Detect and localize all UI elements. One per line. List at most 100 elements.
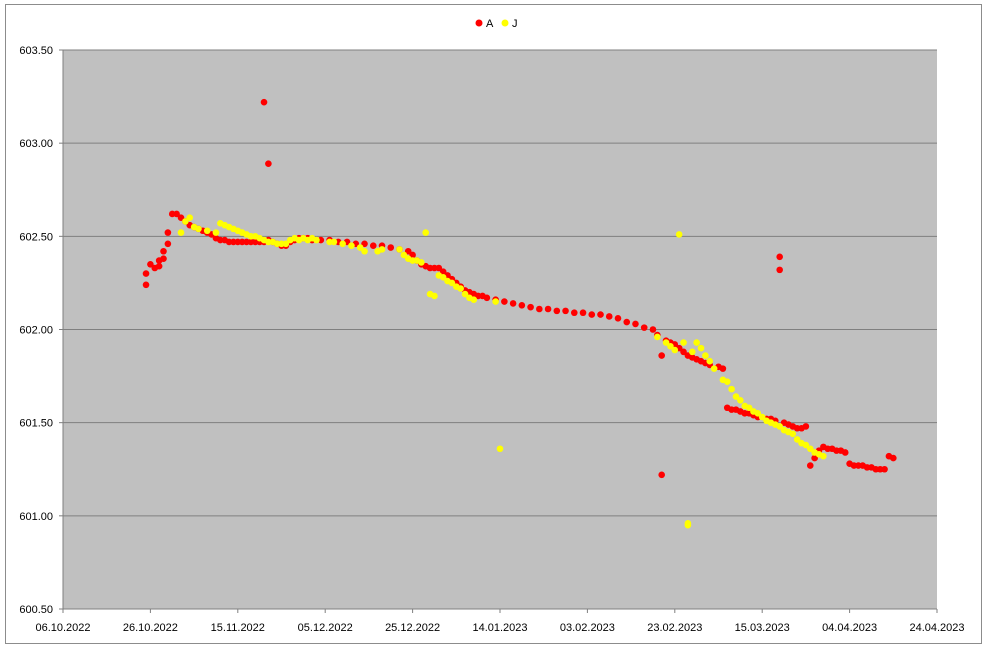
data-point xyxy=(409,251,416,259)
series-J xyxy=(177,214,827,529)
data-point xyxy=(457,285,464,292)
y-tick-label: 601.00 xyxy=(19,511,53,523)
data-point xyxy=(693,339,700,346)
data-point xyxy=(164,229,172,236)
y-tick-label: 603.50 xyxy=(19,45,53,57)
data-point xyxy=(697,344,705,352)
data-point xyxy=(378,246,386,253)
data-point xyxy=(544,305,552,313)
x-tick-label: 25.12.2022 xyxy=(385,622,440,634)
data-point xyxy=(496,445,504,453)
data-point xyxy=(649,326,657,333)
data-point xyxy=(806,445,814,453)
data-point xyxy=(841,449,849,456)
data-point xyxy=(806,462,814,469)
data-point xyxy=(509,300,517,307)
data-point xyxy=(640,324,648,331)
data-point xyxy=(890,454,897,462)
data-point xyxy=(400,251,408,259)
data-point xyxy=(527,303,534,311)
data-point xyxy=(667,342,674,350)
data-point xyxy=(518,301,526,309)
x-tick-labels: 06.10.2022 26.10.2022 15.11.2022 05.12.2022… xyxy=(35,622,964,634)
y-tick-label: 602.00 xyxy=(19,325,53,337)
data-point xyxy=(702,352,709,359)
data-point xyxy=(164,240,172,248)
data-point xyxy=(431,292,438,300)
legend-label: A xyxy=(486,18,494,30)
data-point xyxy=(418,259,425,266)
data-point xyxy=(396,246,403,253)
gridlines xyxy=(59,49,938,613)
data-point xyxy=(173,210,180,218)
data-point xyxy=(658,471,665,479)
data-points xyxy=(142,98,897,529)
data-point xyxy=(470,296,478,303)
data-point xyxy=(348,242,355,249)
x-tick-label: 14.01.2023 xyxy=(472,622,527,634)
data-point xyxy=(439,268,447,276)
data-point xyxy=(448,279,456,287)
data-point xyxy=(212,229,220,236)
data-point xyxy=(282,240,290,248)
x-tick-label: 23.02.2023 xyxy=(647,622,702,634)
data-point xyxy=(339,240,346,248)
data-point xyxy=(658,352,665,359)
data-point xyxy=(745,404,753,412)
data-point xyxy=(776,266,783,274)
data-point xyxy=(623,318,631,326)
x-tick-label: 15.11.2022 xyxy=(211,622,265,634)
data-point xyxy=(802,423,810,430)
data-point xyxy=(439,274,447,281)
data-point xyxy=(361,240,368,248)
data-point xyxy=(570,309,578,317)
data-point xyxy=(147,260,154,268)
data-point xyxy=(369,242,377,249)
data-point xyxy=(260,98,268,106)
data-point xyxy=(553,307,561,315)
data-point xyxy=(203,227,211,235)
data-point xyxy=(313,236,320,244)
data-point xyxy=(728,385,735,393)
y-tick-label: 602.50 xyxy=(19,231,53,243)
x-tick-label: 15.03.2023 xyxy=(735,622,790,634)
data-point xyxy=(723,378,731,385)
data-point xyxy=(387,244,395,251)
data-point xyxy=(588,311,596,318)
data-point xyxy=(404,247,412,255)
data-point xyxy=(422,229,430,236)
data-point xyxy=(265,160,272,167)
data-point xyxy=(160,255,167,262)
data-point xyxy=(330,238,338,246)
data-point xyxy=(182,218,189,225)
data-point xyxy=(789,430,797,438)
data-point xyxy=(483,294,491,302)
data-point xyxy=(177,214,185,221)
data-point xyxy=(186,214,194,221)
data-point xyxy=(492,298,499,305)
data-point xyxy=(155,262,163,270)
x-tick-label: 26.10.2022 xyxy=(123,622,178,634)
legend-label: J xyxy=(512,18,518,30)
data-point xyxy=(435,264,443,272)
legend-marker xyxy=(501,19,509,27)
data-point xyxy=(811,454,818,462)
data-point xyxy=(719,365,727,372)
data-point xyxy=(361,247,368,255)
data-point xyxy=(776,253,783,261)
data-point xyxy=(793,436,801,443)
data-point xyxy=(605,313,613,320)
data-point xyxy=(632,320,639,328)
data-point xyxy=(579,309,587,317)
data-point xyxy=(732,393,740,400)
x-tick-label: 03.02.2023 xyxy=(560,622,615,634)
legend-marker xyxy=(475,19,483,27)
data-point xyxy=(662,339,670,346)
data-point xyxy=(461,290,469,298)
data-point xyxy=(881,465,888,473)
data-point xyxy=(754,410,762,417)
data-point xyxy=(675,231,683,238)
axes xyxy=(62,50,937,610)
data-point xyxy=(142,281,150,289)
